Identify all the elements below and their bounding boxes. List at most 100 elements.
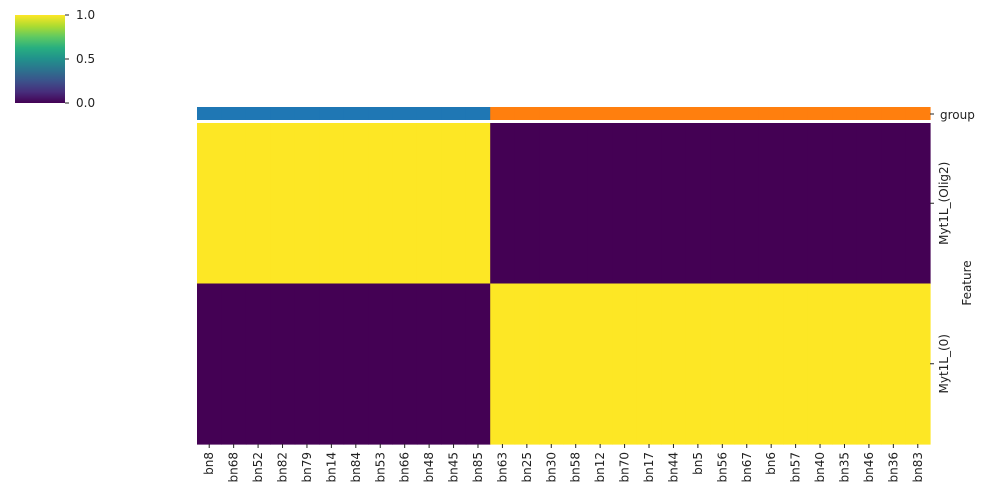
heatmap-cell xyxy=(758,283,784,445)
group-bar-cell xyxy=(636,107,662,120)
x-tick-label: bn44 xyxy=(666,452,680,483)
x-tick-label: bn70 xyxy=(618,452,632,483)
group-bar-cell xyxy=(319,107,345,120)
group-bar-cell xyxy=(465,107,491,120)
heatmap-cell xyxy=(514,283,540,445)
heatmap-cell xyxy=(221,283,247,445)
group-bar-cell xyxy=(416,107,442,120)
heatmap-cell xyxy=(319,283,345,445)
heatmap-cell xyxy=(221,123,247,285)
heatmap-cell xyxy=(734,123,760,285)
y-tick-label: Myt1L_(Olig2) xyxy=(937,162,951,245)
x-tick-label: bn14 xyxy=(324,452,338,483)
y-tick-label: Myt1L_(0) xyxy=(937,334,951,393)
heatmap-cell xyxy=(636,123,662,285)
colorbar: 0.0 0.5 1.0 xyxy=(15,8,95,110)
x-tick-label: bn82 xyxy=(276,452,290,483)
heatmap-cell xyxy=(881,123,907,285)
group-bar-cell xyxy=(710,107,736,120)
x-tick-label: bn79 xyxy=(300,452,314,483)
heatmap-cell xyxy=(563,123,589,285)
heatmap-cell xyxy=(587,283,613,445)
x-tick-label: bn84 xyxy=(349,452,363,483)
colorbar-ticks: 0.0 0.5 1.0 xyxy=(65,8,95,110)
heatmap-cell xyxy=(270,283,296,445)
heatmap-cell xyxy=(685,123,711,285)
x-tick-label: bn83 xyxy=(911,452,925,483)
x-tick-label: bn46 xyxy=(862,452,876,483)
x-tick-label: bn25 xyxy=(520,452,534,483)
heatmap-cell xyxy=(392,123,418,285)
group-bar-cell xyxy=(392,107,418,120)
x-tick-label: bn6 xyxy=(764,452,778,475)
x-tick-label: bn17 xyxy=(642,452,656,483)
x-tick-label: bn52 xyxy=(251,452,265,483)
heatmap-cell xyxy=(905,283,931,445)
heatmap-cell xyxy=(881,283,907,445)
group-bar-cell xyxy=(881,107,907,120)
heatmap-cell xyxy=(734,283,760,445)
heatmap-cell xyxy=(661,283,687,445)
heatmap-cell xyxy=(270,123,296,285)
group-bar-cell xyxy=(905,107,931,120)
x-tick-label: bn63 xyxy=(495,452,509,483)
heatmap-cell xyxy=(807,283,833,445)
heatmap-cell xyxy=(832,283,858,445)
heatmap-cell xyxy=(465,123,491,285)
x-tick-label: bn57 xyxy=(789,452,803,483)
group-bar-label: group xyxy=(940,108,975,122)
heatmap-cells xyxy=(197,123,931,445)
group-bar-cell xyxy=(563,107,589,120)
heatmap-cell xyxy=(539,123,565,285)
x-tick-label: bn35 xyxy=(837,452,851,483)
heatmap-cell xyxy=(319,123,345,285)
heatmap-cell xyxy=(758,123,784,285)
x-tick-label: bn5 xyxy=(691,452,705,475)
heatmap-cell xyxy=(563,283,589,445)
group-bar-cell xyxy=(221,107,247,120)
group-bar-cell xyxy=(807,107,833,120)
heatmap-cell xyxy=(856,123,882,285)
group-bar-cell xyxy=(587,107,613,120)
group-bar-cell xyxy=(294,107,320,120)
heatmap-cell xyxy=(832,123,858,285)
x-tick-label: bn45 xyxy=(447,452,461,483)
heatmap-cell xyxy=(245,283,271,445)
heatmap-cell xyxy=(856,283,882,445)
group-bar-cell xyxy=(783,107,809,120)
heatmap-cell xyxy=(392,283,418,445)
group-color-bar xyxy=(197,107,931,120)
x-tick-label: bn40 xyxy=(813,452,827,483)
group-bar-cell xyxy=(490,107,516,120)
heatmap-cell xyxy=(441,123,467,285)
group-bar-cell xyxy=(734,107,760,120)
group-bar-cell xyxy=(343,107,369,120)
x-tick-label: bn56 xyxy=(715,452,729,483)
heatmap-cell xyxy=(343,283,369,445)
heatmap-cell xyxy=(197,123,223,285)
heatmap-cell xyxy=(294,283,320,445)
group-bar-cell xyxy=(758,107,784,120)
x-tick-label: bn30 xyxy=(544,452,558,483)
x-tick-label: bn53 xyxy=(373,452,387,483)
colorbar-tick-label: 0.0 xyxy=(76,96,95,110)
heatmap-cell xyxy=(612,283,638,445)
x-axis-ticks: bn8 bn68 bn52 bn82 bn79 bn14 bn84 bn53 bn66 bn48 b… xyxy=(202,444,925,483)
x-tick-label: bn67 xyxy=(740,452,754,483)
heatmap-cell xyxy=(294,123,320,285)
heatmap-cell xyxy=(197,283,223,445)
x-tick-label: bn48 xyxy=(422,452,436,483)
heatmap-cell xyxy=(710,283,736,445)
heatmap-cell xyxy=(685,283,711,445)
heatmap-cell xyxy=(368,123,394,285)
x-tick-label: bn68 xyxy=(227,452,241,483)
group-bar-cell xyxy=(514,107,540,120)
y-axis-label: Feature xyxy=(960,260,974,305)
group-bar-cell xyxy=(270,107,296,120)
group-bar-cell xyxy=(245,107,271,120)
group-bar-cell xyxy=(661,107,687,120)
heatmap-cell xyxy=(416,283,442,445)
group-bar-cell xyxy=(197,107,223,120)
heatmap-cell xyxy=(441,283,467,445)
